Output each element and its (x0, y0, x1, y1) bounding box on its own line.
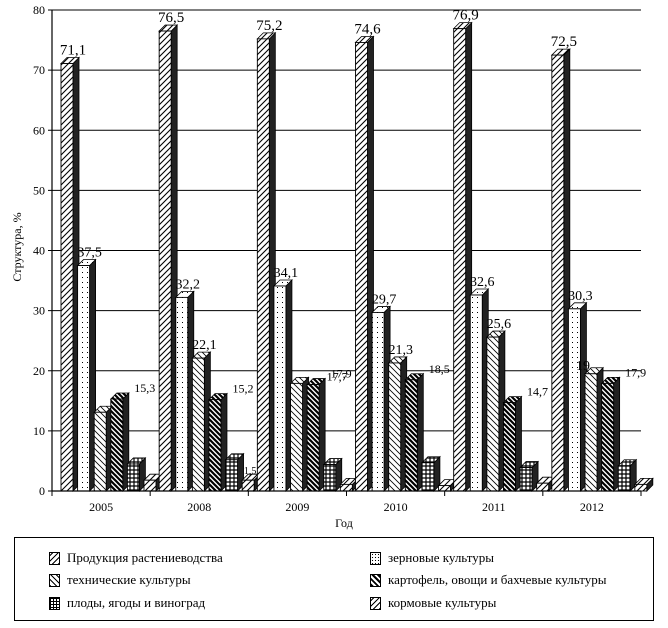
bar-2009-series-4 (306, 377, 327, 492)
bar-2008-series-4 (208, 392, 228, 492)
legend-swatch (370, 551, 381, 565)
data-label: 30,3 (568, 289, 593, 304)
axes: 0 10 20 30 40 50 60 70 80 2005 2008 2009 2010 2011 201… (33, 3, 642, 514)
legend-item-1: Продукция растениеводства (49, 549, 223, 567)
bar-2012-series-4 (600, 376, 621, 492)
bar-2011-series-2 (469, 288, 490, 492)
data-label: 15,3 (134, 381, 155, 395)
legend: Продукция растениеводства зерновые культу… (14, 537, 654, 621)
bar-2010-series-2 (371, 305, 392, 492)
y-tick-label: 0 (39, 484, 45, 498)
bar-2008-series-6 (241, 473, 262, 492)
bar-2011-series-4 (502, 395, 523, 492)
legend-item-4: картофель, овощи и бахчевые культуры (370, 571, 606, 589)
bar-2012-series-5 (617, 458, 638, 492)
y-axis-label: Структура, % (10, 212, 24, 281)
bar-2005-series-3 (93, 405, 114, 492)
x-tick-label: 2010 (384, 500, 408, 514)
bars (60, 21, 654, 492)
x-tick-label: 2012 (580, 500, 604, 514)
data-label: 76,9 (453, 8, 479, 24)
bar-2011-series-3 (485, 330, 506, 492)
x-tick-label: 2011 (482, 500, 506, 514)
legend-swatch (370, 573, 381, 587)
data-label: 76,5 (158, 10, 184, 26)
legend-swatch (49, 596, 60, 610)
legend-label: технические культуры (67, 572, 191, 587)
data-label: 18,5 (429, 362, 450, 376)
data-label: 32,2 (176, 277, 201, 292)
bar-2010-series-5 (420, 455, 441, 492)
data-label: 21,3 (388, 343, 413, 358)
legend-label: кормовые культуры (388, 595, 497, 610)
x-tick-label: 2009 (285, 500, 309, 514)
bar-2010-series-3 (387, 355, 408, 492)
bar-2005-series-5 (126, 456, 147, 492)
bar-2005-series-4 (109, 392, 130, 492)
y-tick-label: 10 (33, 424, 45, 438)
y-tick-label: 30 (33, 304, 45, 318)
bar-2005-series-2 (76, 258, 97, 492)
bar-2012-series-2 (567, 301, 588, 492)
legend-swatch (49, 573, 60, 587)
y-tick-label: 70 (33, 63, 45, 77)
x-tick-label: 2005 (89, 500, 113, 514)
bar-2008-series-2 (174, 290, 195, 492)
y-tick-label: 80 (33, 3, 45, 17)
bar-2012-series-6 (633, 477, 654, 492)
legend-label: Продукция растениеводства (67, 550, 223, 565)
bar-2008-series-1 (158, 24, 179, 492)
gridlines (52, 9, 641, 432)
legend-label: картофель, овощи и бахчевые культуры (388, 572, 607, 587)
y-tick-label: 40 (33, 244, 45, 258)
bar-2012-series-1 (550, 48, 571, 492)
data-label: 32,6 (470, 275, 495, 290)
data-label: 17,9 (625, 365, 646, 379)
bar-2009-series-5 (322, 457, 343, 492)
bar-2010-series-1 (354, 35, 375, 492)
legend-item-5: плоды, ягоды и виноград (49, 594, 205, 612)
bar-2009-series-3 (289, 376, 310, 492)
x-tick-label: 2008 (187, 500, 211, 514)
bar-2009-series-1 (256, 31, 277, 492)
y-tick-label: 50 (33, 183, 45, 197)
legend-swatch (370, 596, 381, 610)
legend-label: зерновые культуры (388, 550, 494, 565)
data-label: 17,9 (331, 367, 352, 381)
data-label: 25,6 (487, 317, 512, 332)
y-tick-label: 20 (33, 364, 45, 378)
data-label: 37,5 (77, 246, 102, 261)
bar-2011-series-1 (452, 21, 473, 492)
bar-chart: 0 10 20 30 40 50 60 70 80 2005 2008 2009 2010 2011 201… (10, 3, 654, 530)
bar-2012-series-3 (584, 366, 604, 492)
data-label: 74,6 (354, 21, 381, 37)
bar-2008-series-3 (191, 351, 212, 492)
data-label: 15,2 (232, 382, 253, 396)
data-labels: 71,1 37,5 15,3 76,5 32,2 22,1 15,2 1,5 75,2 34,1 1… (60, 8, 646, 478)
data-label: 17,7 (327, 370, 348, 384)
bar-2009-series-2 (272, 279, 293, 492)
data-label: 14,7 (527, 385, 548, 399)
data-label: 29,7 (372, 292, 397, 307)
bar-2010-series-4 (404, 372, 425, 492)
legend-swatch (49, 551, 60, 565)
data-label: 72,5 (551, 34, 577, 50)
bar-2011-series-5 (519, 460, 540, 492)
data-label: 19 (576, 359, 590, 374)
legend-item-2: зерновые культуры (370, 549, 494, 567)
legend-item-6: кормовые культуры (370, 594, 496, 612)
legend-item-3: технические культуры (49, 571, 191, 589)
data-label: 75,2 (256, 18, 282, 34)
x-axis-label: Год (335, 516, 353, 530)
y-tick-label: 60 (33, 123, 45, 137)
data-label: 22,1 (192, 338, 217, 353)
data-label: 1,5 (244, 466, 257, 477)
legend-label: плоды, ягоды и виноград (67, 595, 206, 610)
data-label: 34,1 (274, 266, 299, 281)
bar-2005-series-1 (60, 56, 80, 492)
bar-2008-series-5 (224, 452, 245, 492)
data-label: 71,1 (60, 43, 86, 59)
